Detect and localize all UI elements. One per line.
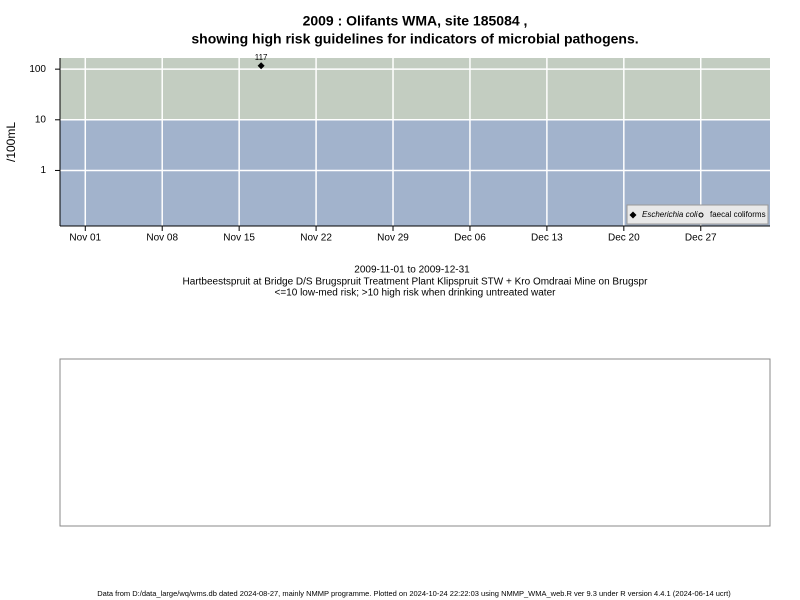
- x-tick-label: Dec 27: [685, 233, 717, 244]
- x-tick-label: Nov 15: [223, 233, 255, 244]
- y-tick-label: 100: [29, 64, 46, 75]
- legend-label: faecal coliforms: [710, 210, 766, 219]
- y-axis-label: /100mL: [4, 122, 18, 162]
- footer: Data from D:/data_large/wq/wms.db dated …: [97, 589, 731, 598]
- x-tick-label: Nov 22: [300, 233, 332, 244]
- legend-marker: [629, 211, 637, 219]
- subtitle: 2009-11-01 to 2009-12-31: [354, 265, 470, 276]
- x-tick-label: Dec 13: [531, 233, 563, 244]
- high-risk-band: [60, 58, 770, 120]
- x-tick-label: Nov 01: [69, 233, 101, 244]
- subtitle: <=10 low-med risk; >10 high risk when dr…: [275, 288, 557, 299]
- point: [257, 62, 265, 70]
- x-tick-label: Nov 29: [377, 233, 409, 244]
- x-tick-label: Dec 06: [454, 233, 486, 244]
- chart-title: 2009 : Olifants WMA, site 185084 ,: [303, 13, 528, 29]
- empty-panel: [59, 358, 771, 527]
- y-tick-label: 10: [35, 114, 47, 125]
- subtitle: Hartbeestspruit at Bridge D/S Brugspruit…: [183, 277, 649, 288]
- chart-title: showing high risk guidelines for indicat…: [191, 31, 638, 47]
- legend-label: Escherichia coli: [642, 210, 698, 219]
- legend-box: [626, 204, 769, 225]
- x-tick-label: Dec 20: [608, 233, 640, 244]
- y-tick-label: 1: [40, 165, 46, 176]
- x-tick-label: Nov 08: [146, 233, 178, 244]
- data-label: 117: [255, 53, 268, 62]
- legend-marker: [698, 212, 704, 218]
